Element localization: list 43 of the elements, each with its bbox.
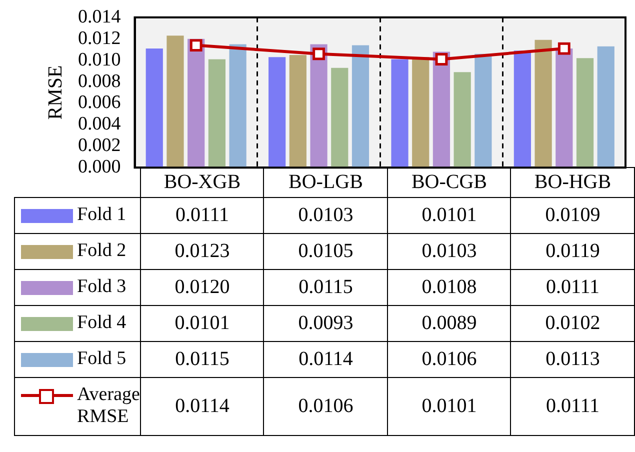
data-label: 0.0093 <box>264 305 388 342</box>
data-label: 0.0101 <box>387 377 511 436</box>
data-label: 0.0101 <box>140 305 264 342</box>
data-label: 0.0102 <box>510 305 634 342</box>
data-label: 0.0101 <box>387 197 511 234</box>
data-label: 0.0119 <box>510 233 634 270</box>
data-label: 0.0114 <box>264 341 388 378</box>
data-label: 0.0111 <box>510 377 634 436</box>
x-tick-label: BO-CGB <box>387 167 511 198</box>
legend-label: Fold 1 <box>14 197 140 234</box>
data-label: 0.0106 <box>264 377 388 436</box>
x-tick-label: BO-HGB <box>510 167 634 198</box>
y-axis-title: RMSE <box>44 65 66 120</box>
data-label: 0.0115 <box>264 269 388 306</box>
y-tick-label: 0.006 <box>78 92 121 114</box>
data-label: 0.0113 <box>510 341 634 378</box>
legend-label: Fold 4 <box>14 305 140 342</box>
data-label: 0.0123 <box>140 233 264 270</box>
data-label: 0.0105 <box>264 233 388 270</box>
data-label: 0.0111 <box>140 197 264 234</box>
data-label: 0.0089 <box>387 305 511 342</box>
data-label: 0.0111 <box>510 269 634 306</box>
legend-label: Average RMSE <box>14 377 140 436</box>
legend-label: Fold 3 <box>14 269 140 306</box>
y-tick-label: 0.004 <box>78 114 122 135</box>
data-label: 0.0115 <box>140 341 264 378</box>
data-label: 0.0108 <box>387 269 511 306</box>
legend-label: Fold 2 <box>14 233 140 270</box>
x-tick-label: BO-XGB <box>140 167 264 198</box>
data-label: 0.0109 <box>510 197 634 234</box>
y-tick-label: 0.002 <box>78 135 121 156</box>
data-label: 0.0103 <box>387 233 511 270</box>
legend-label: Fold 5 <box>14 341 140 378</box>
data-label: 0.0114 <box>140 377 264 436</box>
y-tick-label: 0.000 <box>78 156 121 178</box>
data-label: 0.0103 <box>264 197 388 234</box>
y-tick-label: 0.010 <box>78 49 121 70</box>
y-tick-label: 0.014 <box>78 6 122 28</box>
data-label: 0.0106 <box>387 341 511 378</box>
x-tick-label: BO-LGB <box>264 167 388 198</box>
data-label: 0.0120 <box>140 269 264 306</box>
y-tick-label: 0.008 <box>78 70 121 92</box>
y-tick-label: 0.012 <box>78 28 121 49</box>
